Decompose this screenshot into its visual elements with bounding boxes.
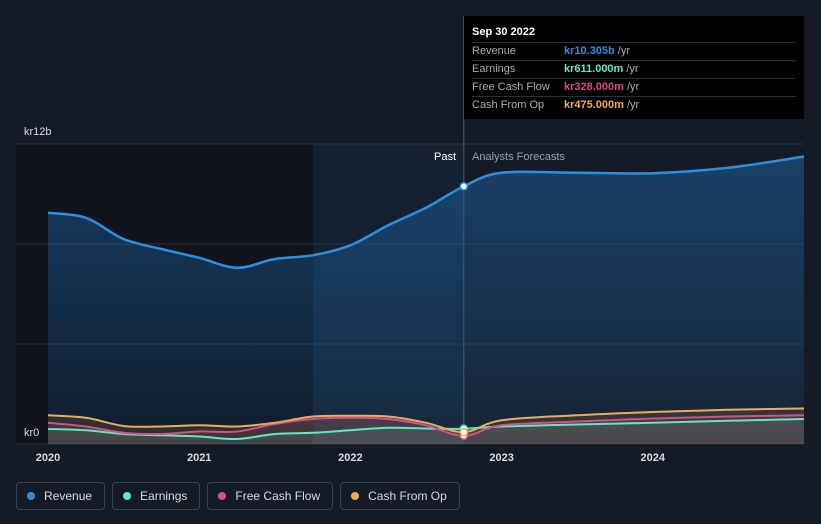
tooltip-value: kr611.000m bbox=[564, 63, 624, 75]
legend-dot-icon bbox=[218, 492, 227, 500]
tooltip-label: Earnings bbox=[472, 63, 516, 75]
series-area-free-cash-flow bbox=[48, 415, 804, 444]
series-line-cash-from-op bbox=[47, 407, 805, 434]
legend-label: Cash From Op bbox=[368, 489, 447, 503]
legend-item-revenue[interactable]: Revenue bbox=[16, 482, 106, 510]
tooltip-label: Revenue bbox=[472, 45, 517, 57]
tooltip-value: kr328.000m bbox=[564, 81, 624, 93]
data-tooltip: Sep 30 2022 Revenue kr10.305b /yr Earnin… bbox=[464, 16, 804, 119]
legend-dot-icon bbox=[351, 492, 360, 500]
legend-label: Revenue bbox=[44, 489, 93, 503]
tooltip-date: Sep 30 2022 bbox=[472, 26, 535, 38]
y-tick-zero: kr0 bbox=[24, 427, 39, 439]
series-line-free-cash-flow bbox=[47, 414, 805, 437]
legend-label: Free Cash Flow bbox=[235, 489, 321, 503]
tooltip-value: kr10.305b bbox=[564, 45, 615, 57]
marker-cash-from-op bbox=[459, 427, 469, 437]
tooltip-unit: /yr bbox=[626, 63, 639, 75]
tooltip-label: Cash From Op bbox=[472, 99, 545, 111]
tooltip-label: Free Cash Flow bbox=[472, 81, 550, 93]
legend-dot-icon bbox=[123, 492, 132, 500]
legend-item-earnings[interactable]: Earnings bbox=[112, 482, 201, 510]
x-tick-label: 2023 bbox=[489, 452, 513, 464]
series-line-revenue bbox=[47, 155, 805, 270]
legend-item-free-cash-flow[interactable]: Free Cash Flow bbox=[207, 482, 334, 510]
tooltip-row-free-cash-flow: Free Cash Flow kr328.000m /yr bbox=[472, 78, 796, 96]
series-area-earnings bbox=[48, 419, 804, 444]
legend-dot-icon bbox=[27, 492, 35, 500]
legend-label: Earnings bbox=[140, 489, 188, 503]
x-tick-label: 2020 bbox=[36, 452, 60, 464]
past-label: Past bbox=[434, 151, 456, 163]
tooltip-unit: /yr bbox=[626, 81, 640, 93]
tooltip-value: kr475.000m bbox=[564, 99, 624, 111]
tooltip-row-revenue: Revenue kr10.305b /yr bbox=[472, 42, 796, 60]
x-tick-label: 2022 bbox=[338, 452, 362, 464]
series-area-revenue bbox=[48, 156, 804, 444]
legend-item-cash-from-op[interactable]: Cash From Op bbox=[340, 482, 460, 510]
tooltip-row-earnings: Earnings kr611.000m /yr bbox=[472, 60, 796, 78]
y-tick-top: kr12b bbox=[24, 126, 52, 138]
marker-revenue bbox=[459, 182, 469, 191]
tooltip-unit: /yr bbox=[626, 99, 640, 111]
tooltip-unit: /yr bbox=[617, 45, 630, 57]
forecast-label: Analysts Forecasts bbox=[472, 151, 565, 163]
chart-legend: Revenue Earnings Free Cash Flow Cash Fro… bbox=[16, 482, 467, 510]
x-tick-label: 2021 bbox=[187, 452, 211, 464]
x-tick-label: 2024 bbox=[641, 452, 666, 464]
tooltip-row-cash-from-op: Cash From Op kr475.000m /yr bbox=[472, 96, 796, 114]
